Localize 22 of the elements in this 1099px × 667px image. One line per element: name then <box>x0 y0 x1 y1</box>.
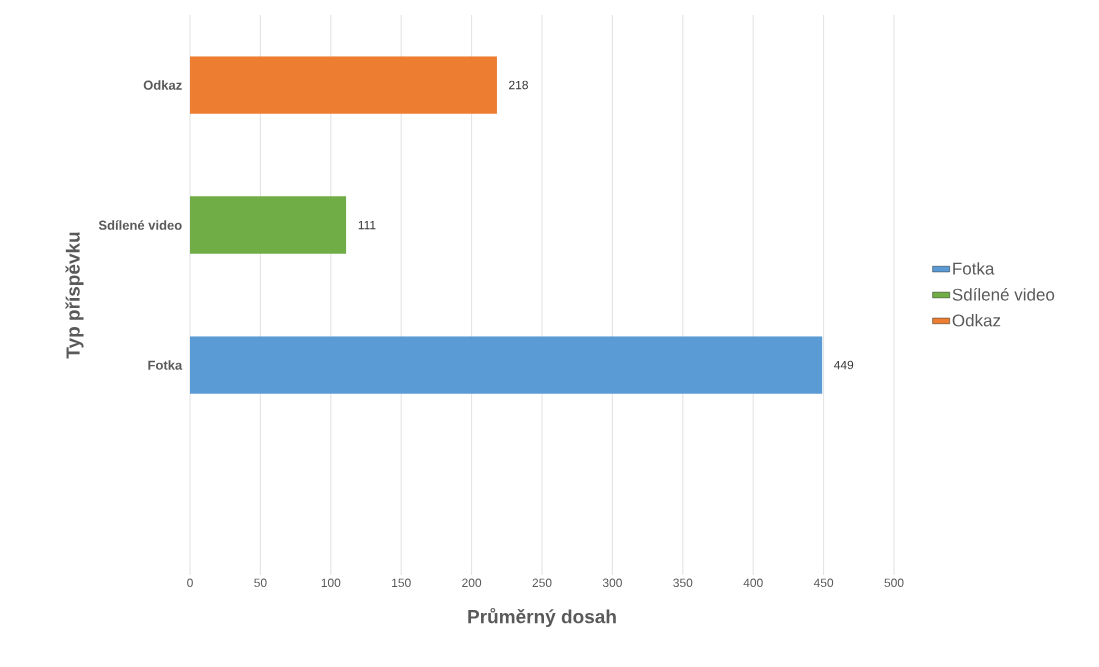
x-tick-label: 400 <box>743 578 763 588</box>
data-label: 218 <box>509 80 528 90</box>
y-tick-label: Sdílené video <box>98 220 182 230</box>
legend-label: Fotka <box>953 262 995 275</box>
x-tick-label: 150 <box>392 578 411 588</box>
y-axis-title: Typ příspěvku <box>65 232 84 359</box>
x-tick-label: 200 <box>462 578 482 588</box>
x-tick-label: 250 <box>532 578 552 588</box>
x-tick-label: 350 <box>673 578 693 588</box>
x-tick-label: 100 <box>321 578 341 588</box>
data-label: 111 <box>358 220 376 230</box>
x-tick-label: 50 <box>254 578 267 588</box>
data-label: 449 <box>834 360 854 370</box>
x-tick-label: 300 <box>602 578 622 588</box>
legend-label: Odkaz <box>952 314 1001 327</box>
x-tick-label: 0 <box>187 578 193 588</box>
y-tick-label: Odkaz <box>143 80 182 90</box>
x-tick-label: 500 <box>884 578 904 588</box>
y-tick-label: Fotka <box>148 360 183 370</box>
x-axis-title: Průměrný dosah <box>468 607 616 628</box>
x-tick-label: 450 <box>813 578 834 588</box>
legend-label: Sdílené video <box>952 287 1055 301</box>
